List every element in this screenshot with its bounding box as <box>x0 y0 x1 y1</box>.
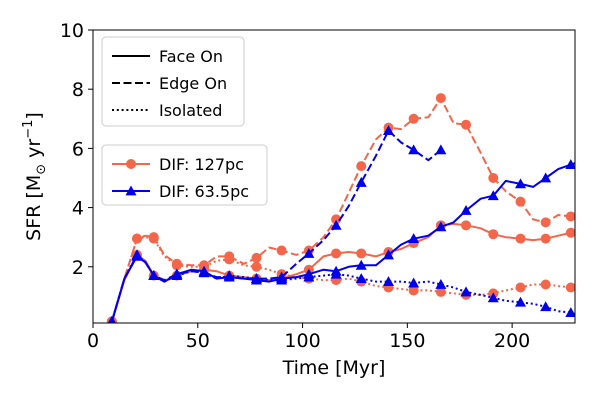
data-point <box>198 267 210 278</box>
y-axis-label-sup: −1 <box>21 120 36 139</box>
data-point <box>382 249 394 260</box>
x-axis-label: Time [Myr] <box>282 357 386 379</box>
y-tick-label: 4 <box>72 198 84 220</box>
data-point <box>223 270 235 281</box>
legend-marker <box>125 185 137 196</box>
data-point <box>540 172 552 183</box>
data-point <box>488 172 499 183</box>
data-point <box>356 161 367 172</box>
data-point <box>408 285 419 296</box>
y-axis-label-sub: ⊙ <box>34 164 49 175</box>
data-point <box>461 220 472 231</box>
series-layer <box>106 93 575 323</box>
data-point <box>171 260 182 271</box>
data-point <box>540 301 552 312</box>
legend-label: DIF: 63.5pc <box>159 182 249 201</box>
data-point <box>460 205 472 215</box>
data-point <box>148 270 160 281</box>
y-axis-label-mid: yr <box>23 139 45 164</box>
legend-label: DIF: 127pc <box>159 155 244 174</box>
data-point <box>131 249 143 260</box>
y-axis-label: SFR [M⊙ yr−1] <box>21 112 49 241</box>
data-point <box>107 316 116 323</box>
y-axis-label-suffix: ] <box>23 112 45 119</box>
plot-frame <box>92 29 576 324</box>
x-tick-label: 0 <box>87 330 99 352</box>
x-tick-label: 150 <box>389 330 425 352</box>
legend-frame <box>101 36 245 127</box>
data-point <box>565 159 575 170</box>
data-point <box>132 233 143 244</box>
data-point <box>435 221 447 232</box>
data-point <box>565 282 575 293</box>
data-point <box>355 176 367 187</box>
data-point <box>303 247 315 258</box>
data-point <box>408 113 419 124</box>
data-point <box>408 233 420 244</box>
legend-label: Edge On <box>159 74 227 93</box>
y-tick-label: 8 <box>72 79 84 101</box>
x-tick-label: 200 <box>494 330 530 352</box>
style-legend: Face On Edge On Isolated <box>101 36 245 127</box>
data-point <box>515 282 526 293</box>
data-point <box>382 125 394 136</box>
data-point <box>435 279 447 289</box>
ticks-layer: 0 50 100 150 200 2 4 6 8 10 <box>60 20 530 352</box>
data-point <box>435 286 446 297</box>
data-point <box>408 144 420 155</box>
data-point <box>540 233 551 244</box>
y-tick-label: 10 <box>60 20 84 42</box>
data-point <box>171 270 183 281</box>
data-point <box>276 274 288 285</box>
data-point <box>488 229 499 240</box>
x-tick-label: 100 <box>284 330 320 352</box>
data-point <box>330 219 342 230</box>
data-point <box>487 292 499 303</box>
series-line <box>110 129 442 322</box>
data-point <box>251 252 262 263</box>
data-point <box>515 233 526 244</box>
data-point <box>515 296 527 307</box>
data-point <box>515 178 527 189</box>
series-line <box>110 97 575 322</box>
data-point <box>460 286 472 297</box>
data-point <box>487 190 499 201</box>
data-point <box>515 196 526 207</box>
data-point <box>540 279 551 290</box>
y-tick-label: 2 <box>72 257 84 279</box>
data-point <box>276 245 287 256</box>
series-line <box>110 253 575 322</box>
legend-label: Face On <box>159 47 223 66</box>
data-point <box>224 254 235 265</box>
data-point <box>303 271 315 282</box>
data-point <box>251 261 262 272</box>
data-point <box>148 233 159 244</box>
y-tick-label: 6 <box>72 138 84 160</box>
data-point <box>408 277 420 288</box>
data-point <box>331 214 342 225</box>
data-point <box>540 217 551 228</box>
series-1 <box>106 93 575 323</box>
series-5 <box>107 249 575 323</box>
data-point <box>356 248 367 259</box>
y-axis-label-prefix: SFR [M <box>23 175 45 241</box>
data-point <box>435 93 446 104</box>
legend-label: Isolated <box>159 101 222 120</box>
data-point <box>435 144 447 155</box>
data-point <box>461 119 472 130</box>
data-point <box>250 273 262 284</box>
series-legend: DIF: 127pc DIF: 63.5pc <box>101 144 268 206</box>
data-point <box>331 248 342 259</box>
data-point <box>355 273 367 284</box>
data-point <box>355 259 367 270</box>
data-point <box>382 276 394 286</box>
data-point <box>565 211 575 222</box>
data-point <box>330 268 342 279</box>
legend-marker <box>126 159 136 169</box>
x-tick-label: 50 <box>186 330 210 352</box>
data-point <box>565 307 575 318</box>
data-point <box>565 227 575 238</box>
